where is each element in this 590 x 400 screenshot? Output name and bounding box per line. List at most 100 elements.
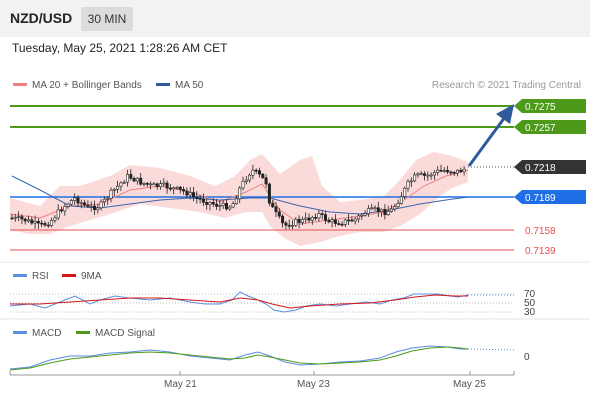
header-bar: NZD/USD 30 MIN: [0, 0, 590, 37]
candle-body: [432, 172, 436, 176]
candle-body: [192, 192, 196, 198]
target-label-1-bg: [514, 99, 586, 113]
candle-body: [373, 207, 377, 210]
ma20-swatch: [13, 82, 27, 86]
timeframe-button[interactable]: 30 MIN: [81, 7, 133, 31]
candle-body: [188, 192, 192, 196]
pivot-label-bg: [514, 190, 586, 204]
candle-body: [89, 205, 93, 208]
candle-body: [59, 209, 63, 212]
candle-body: [66, 203, 70, 207]
candle-body: [426, 174, 430, 177]
candle-body: [30, 219, 34, 224]
target-label-1: 0.7275: [525, 102, 556, 113]
timestamp: Tuesday, May 25, 2021 1:28:26 AM CET: [12, 41, 228, 55]
candle-body: [462, 168, 466, 173]
candle-body: [234, 198, 238, 204]
candle-body: [439, 169, 443, 172]
candle-body: [17, 216, 21, 218]
credit-text: Research © 2021 Trading Central: [431, 80, 581, 91]
candle-body: [211, 202, 215, 205]
candle-body: [386, 211, 390, 216]
candle-body: [271, 202, 275, 208]
candle-body: [116, 185, 120, 190]
candle-body: [215, 203, 219, 207]
candle-body: [172, 187, 176, 190]
candle-body: [20, 216, 24, 220]
candle-body: [330, 219, 334, 223]
support-label-1: 0.7158: [525, 226, 556, 237]
candle-body: [228, 206, 232, 210]
candle-body: [56, 209, 60, 219]
candle-body: [238, 187, 242, 200]
candle-body: [403, 187, 407, 197]
candle-body: [139, 177, 143, 185]
candle-body: [86, 204, 90, 207]
candle-body: [416, 173, 420, 176]
candle-body: [201, 198, 205, 203]
candle-body: [383, 209, 387, 216]
candle-body: [109, 189, 113, 199]
candle-body: [406, 181, 410, 189]
candle-body: [284, 222, 288, 226]
candle-body: [413, 174, 417, 182]
candle-body: [23, 218, 27, 222]
candle-body: [26, 219, 30, 222]
candle-body: [102, 198, 106, 203]
candle-body: [300, 218, 304, 223]
candle-body: [419, 173, 423, 175]
candle-body: [267, 183, 271, 204]
legend-macd-signal: MACD Signal: [76, 328, 155, 339]
pivot-label: 0.7189: [525, 193, 556, 204]
candle-body: [446, 170, 450, 173]
candle-body: [205, 202, 209, 205]
ma20-label: MA 20 + Bollinger Bands: [32, 80, 142, 91]
candle-body: [241, 181, 245, 189]
candle-body: [244, 179, 248, 182]
candle-body: [135, 177, 139, 182]
candle-body: [317, 213, 321, 219]
candle-body: [13, 216, 17, 219]
candle-body: [257, 170, 261, 175]
macd-signal-line: [9, 346, 469, 371]
projection-arrow-shaft: [467, 116, 507, 167]
candle-body: [409, 180, 413, 183]
candle-body: [99, 201, 103, 209]
candle-body: [198, 198, 202, 200]
candle-body: [122, 181, 126, 184]
candle-body: [168, 187, 172, 190]
candlesticks: [10, 164, 466, 230]
macd-swatch: [13, 330, 27, 334]
candle-body: [195, 196, 199, 199]
candle-body: [63, 206, 67, 212]
candle-body: [277, 211, 281, 217]
candle-body: [46, 224, 50, 227]
candle-body: [340, 223, 344, 226]
candle-body: [93, 205, 97, 211]
candle-body: [455, 169, 459, 174]
candle-body: [459, 169, 463, 173]
candle-body: [363, 213, 367, 216]
candle-body: [79, 202, 83, 205]
candle-body: [442, 170, 446, 172]
candle-body: [399, 196, 403, 204]
ma50-label: MA 50: [175, 80, 204, 91]
candle-body: [327, 220, 331, 223]
candle-body: [142, 182, 146, 185]
candle-body: [436, 169, 440, 173]
candle-body: [254, 169, 258, 172]
candle-body: [231, 203, 235, 208]
candle-body: [452, 172, 456, 174]
candle-body: [248, 174, 252, 181]
candle-body: [132, 178, 136, 182]
candle-body: [297, 218, 301, 223]
macd-signal-label: MACD Signal: [95, 328, 156, 339]
macd-line: [9, 345, 468, 370]
rsi-level-70: 70: [524, 289, 536, 300]
macd-signal-swatch: [76, 330, 90, 334]
candle-body: [353, 218, 357, 222]
candle-body: [393, 206, 397, 210]
candle-body: [119, 182, 123, 187]
candle-body: [376, 207, 380, 212]
